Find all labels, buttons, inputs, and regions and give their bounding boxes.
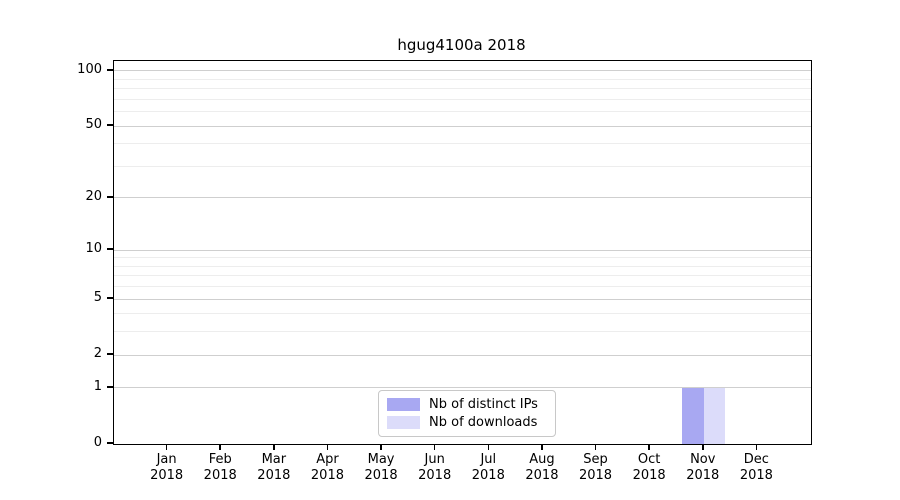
x-tick-mark — [165, 444, 168, 450]
y-tick-label: 10 — [85, 241, 102, 257]
y-tick-label: 5 — [93, 290, 102, 306]
y-tick-label: 0 — [93, 435, 102, 450]
x-tick-label: Jan 2018 — [135, 452, 199, 483]
y-tick-mark — [107, 386, 113, 388]
x-tick-mark — [755, 444, 758, 450]
x-tick-month: Jan — [156, 452, 177, 467]
x-tick-mark — [702, 444, 704, 450]
legend: Nb of distinct IPs Nb of downloads — [378, 390, 556, 437]
x-tick-month: Sep — [583, 452, 608, 467]
chart-title: hgug4100a 2018 — [397, 36, 526, 54]
y-gridline-major — [114, 387, 811, 389]
x-tick-mark — [487, 444, 490, 450]
y-gridline-minor — [114, 331, 811, 333]
legend-swatch-distinct-ips-icon — [387, 398, 420, 411]
x-tick-mark — [433, 444, 436, 450]
x-tick-month: Mar — [261, 452, 287, 467]
x-tick-month: Jun — [424, 452, 445, 467]
x-tick-label: May 2018 — [349, 452, 413, 483]
x-tick-mark — [219, 444, 221, 450]
y-tick-label: 1 — [93, 378, 102, 394]
x-tick-month: Jul — [480, 452, 497, 467]
legend-entry-distinct-ips: Nb of distinct IPs — [387, 397, 547, 412]
x-tick-year: 2018 — [257, 467, 291, 483]
x-tick-year: 2018 — [686, 467, 720, 483]
y-tick-mark — [107, 69, 113, 71]
y-gridline-minor — [114, 165, 811, 167]
y-axis: 0 1 2 5 10 20 50 100 — [0, 60, 113, 450]
x-tick-label: Jul 2018 — [456, 452, 520, 483]
x-tick-label: Dec 2018 — [724, 452, 788, 483]
x-tick-label: Nov 2018 — [671, 452, 735, 483]
y-gridline-minor — [114, 265, 811, 267]
y-gridline-minor — [114, 78, 811, 80]
gridlines-layer — [114, 61, 811, 444]
x-tick-year: 2018 — [310, 467, 344, 483]
y-gridline-minor — [114, 313, 811, 315]
bars-layer — [114, 61, 811, 444]
x-tick-year: 2018 — [632, 467, 666, 483]
bar-distinct-ips — [682, 387, 704, 444]
y-gridline-major — [114, 70, 811, 72]
y-gridline-minor — [114, 143, 811, 145]
y-tick-mark — [107, 248, 113, 250]
plot-area: Nb of distinct IPs Nb of downloads — [113, 60, 812, 445]
y-tick-mark — [107, 442, 113, 444]
legend-entry-downloads: Nb of downloads — [387, 415, 547, 430]
x-axis: Jan 2018 Feb 2018 Mar 2018 Apr 2018 May 2018 Jun 20… — [113, 444, 810, 500]
x-tick-year: 2018 — [364, 467, 398, 483]
x-tick-label: Oct 2018 — [617, 452, 681, 483]
y-gridline-major — [114, 298, 811, 300]
x-tick-year: 2018 — [525, 467, 559, 483]
x-tick-label: Mar 2018 — [242, 452, 306, 483]
y-tick-label: 100 — [77, 61, 102, 77]
y-gridline-minor — [114, 111, 811, 113]
x-tick-month: Feb — [208, 452, 232, 467]
x-tick-year: 2018 — [471, 467, 505, 483]
x-tick-label: Aug 2018 — [510, 452, 574, 483]
x-tick-mark — [380, 444, 382, 450]
y-gridline-minor — [114, 275, 811, 277]
x-tick-year: 2018 — [739, 467, 773, 483]
y-tick-label: 2 — [93, 346, 102, 362]
x-tick-month: Aug — [529, 452, 555, 467]
x-tick-mark — [326, 444, 329, 450]
y-gridline-minor — [114, 88, 811, 90]
x-tick-month: Nov — [690, 452, 716, 467]
x-tick-label: Feb 2018 — [188, 452, 252, 483]
x-tick-label: Sep 2018 — [564, 452, 628, 483]
x-tick-month: Apr — [316, 452, 339, 467]
x-tick-year: 2018 — [578, 467, 613, 483]
y-tick-mark — [107, 353, 113, 355]
legend-swatch-downloads-icon — [387, 416, 420, 429]
x-tick-label: Jun 2018 — [403, 452, 467, 483]
x-tick-mark — [541, 444, 543, 450]
y-tick-mark — [107, 196, 113, 198]
legend-label-downloads: Nb of downloads — [429, 415, 538, 430]
y-tick-label: 20 — [85, 188, 102, 204]
x-tick-label: Apr 2018 — [295, 452, 359, 483]
x-tick-mark — [648, 444, 650, 450]
x-tick-month: Oct — [637, 452, 661, 467]
y-tick-mark — [107, 297, 113, 299]
x-tick-mark — [273, 444, 275, 450]
y-tick-label: 50 — [85, 117, 102, 133]
y-gridline-major — [114, 125, 811, 127]
x-tick-year: 2018 — [203, 467, 237, 483]
y-gridline-minor — [114, 98, 811, 100]
legend-label-distinct-ips: Nb of distinct IPs — [429, 397, 538, 412]
y-gridline-major — [114, 249, 811, 251]
x-tick-year: 2018 — [418, 467, 452, 483]
y-tick-mark — [107, 124, 113, 126]
y-gridline-minor — [114, 286, 811, 288]
y-gridline-major — [114, 354, 811, 356]
bar-downloads — [703, 387, 726, 444]
x-tick-year: 2018 — [150, 467, 184, 483]
x-tick-month: Dec — [743, 452, 769, 467]
y-gridline-minor — [114, 257, 811, 259]
y-gridline-major — [114, 197, 811, 199]
x-tick-mark — [594, 444, 597, 450]
x-tick-month: May — [367, 452, 395, 467]
